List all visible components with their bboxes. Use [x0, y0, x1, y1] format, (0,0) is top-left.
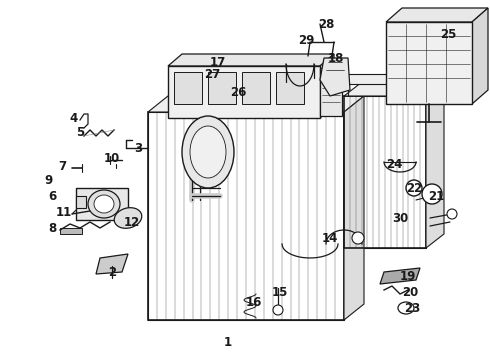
- Ellipse shape: [406, 180, 422, 196]
- Text: 30: 30: [392, 211, 408, 225]
- Text: 15: 15: [272, 285, 288, 298]
- Polygon shape: [320, 58, 350, 96]
- Polygon shape: [344, 82, 444, 96]
- Bar: [344, 96, 426, 248]
- Bar: [76, 188, 128, 220]
- Ellipse shape: [447, 209, 457, 219]
- Ellipse shape: [398, 302, 414, 314]
- Text: 3: 3: [134, 141, 142, 154]
- Text: 17: 17: [210, 55, 226, 68]
- Ellipse shape: [422, 184, 442, 204]
- Text: 23: 23: [404, 302, 420, 315]
- Text: 12: 12: [124, 216, 140, 229]
- Bar: [320, 68, 342, 116]
- Polygon shape: [472, 8, 488, 104]
- Text: 19: 19: [400, 270, 416, 283]
- Polygon shape: [168, 54, 334, 66]
- Polygon shape: [386, 8, 488, 22]
- Text: 2: 2: [108, 266, 116, 279]
- Text: 8: 8: [48, 221, 56, 234]
- Ellipse shape: [182, 116, 234, 188]
- Text: 10: 10: [104, 152, 120, 165]
- Text: 24: 24: [386, 158, 402, 171]
- Ellipse shape: [114, 208, 142, 228]
- Text: 25: 25: [440, 27, 456, 40]
- Text: 28: 28: [318, 18, 334, 31]
- Text: 4: 4: [70, 112, 78, 125]
- Bar: [208, 72, 236, 104]
- Text: 6: 6: [48, 189, 56, 202]
- Ellipse shape: [352, 232, 364, 244]
- Bar: [168, 66, 320, 118]
- Ellipse shape: [190, 126, 226, 178]
- Text: 21: 21: [428, 189, 444, 202]
- Text: 14: 14: [322, 231, 338, 244]
- Ellipse shape: [94, 195, 114, 213]
- Bar: [76, 196, 86, 208]
- Text: 29: 29: [298, 33, 314, 46]
- Polygon shape: [148, 96, 364, 112]
- Bar: [348, 74, 422, 84]
- Polygon shape: [344, 96, 364, 320]
- Polygon shape: [320, 54, 334, 118]
- Text: 7: 7: [58, 161, 66, 174]
- Text: 9: 9: [44, 174, 52, 186]
- Text: 1: 1: [224, 336, 232, 348]
- Text: 27: 27: [204, 68, 220, 81]
- Bar: [242, 72, 270, 104]
- Text: 22: 22: [406, 181, 422, 194]
- Polygon shape: [426, 82, 444, 248]
- Bar: [344, 96, 426, 248]
- Polygon shape: [380, 268, 420, 284]
- Text: 13: 13: [188, 131, 204, 144]
- Text: 16: 16: [246, 296, 262, 309]
- Ellipse shape: [273, 305, 283, 315]
- Ellipse shape: [88, 190, 120, 218]
- Bar: [148, 112, 344, 320]
- Bar: [276, 72, 304, 104]
- Bar: [174, 72, 202, 104]
- Polygon shape: [96, 254, 128, 274]
- Text: 11: 11: [56, 206, 72, 219]
- Bar: [148, 112, 344, 320]
- Text: 18: 18: [328, 51, 344, 64]
- Text: 26: 26: [230, 85, 246, 99]
- Text: 20: 20: [402, 285, 418, 298]
- Polygon shape: [60, 228, 82, 234]
- Bar: [386, 22, 472, 104]
- Text: 5: 5: [76, 126, 84, 139]
